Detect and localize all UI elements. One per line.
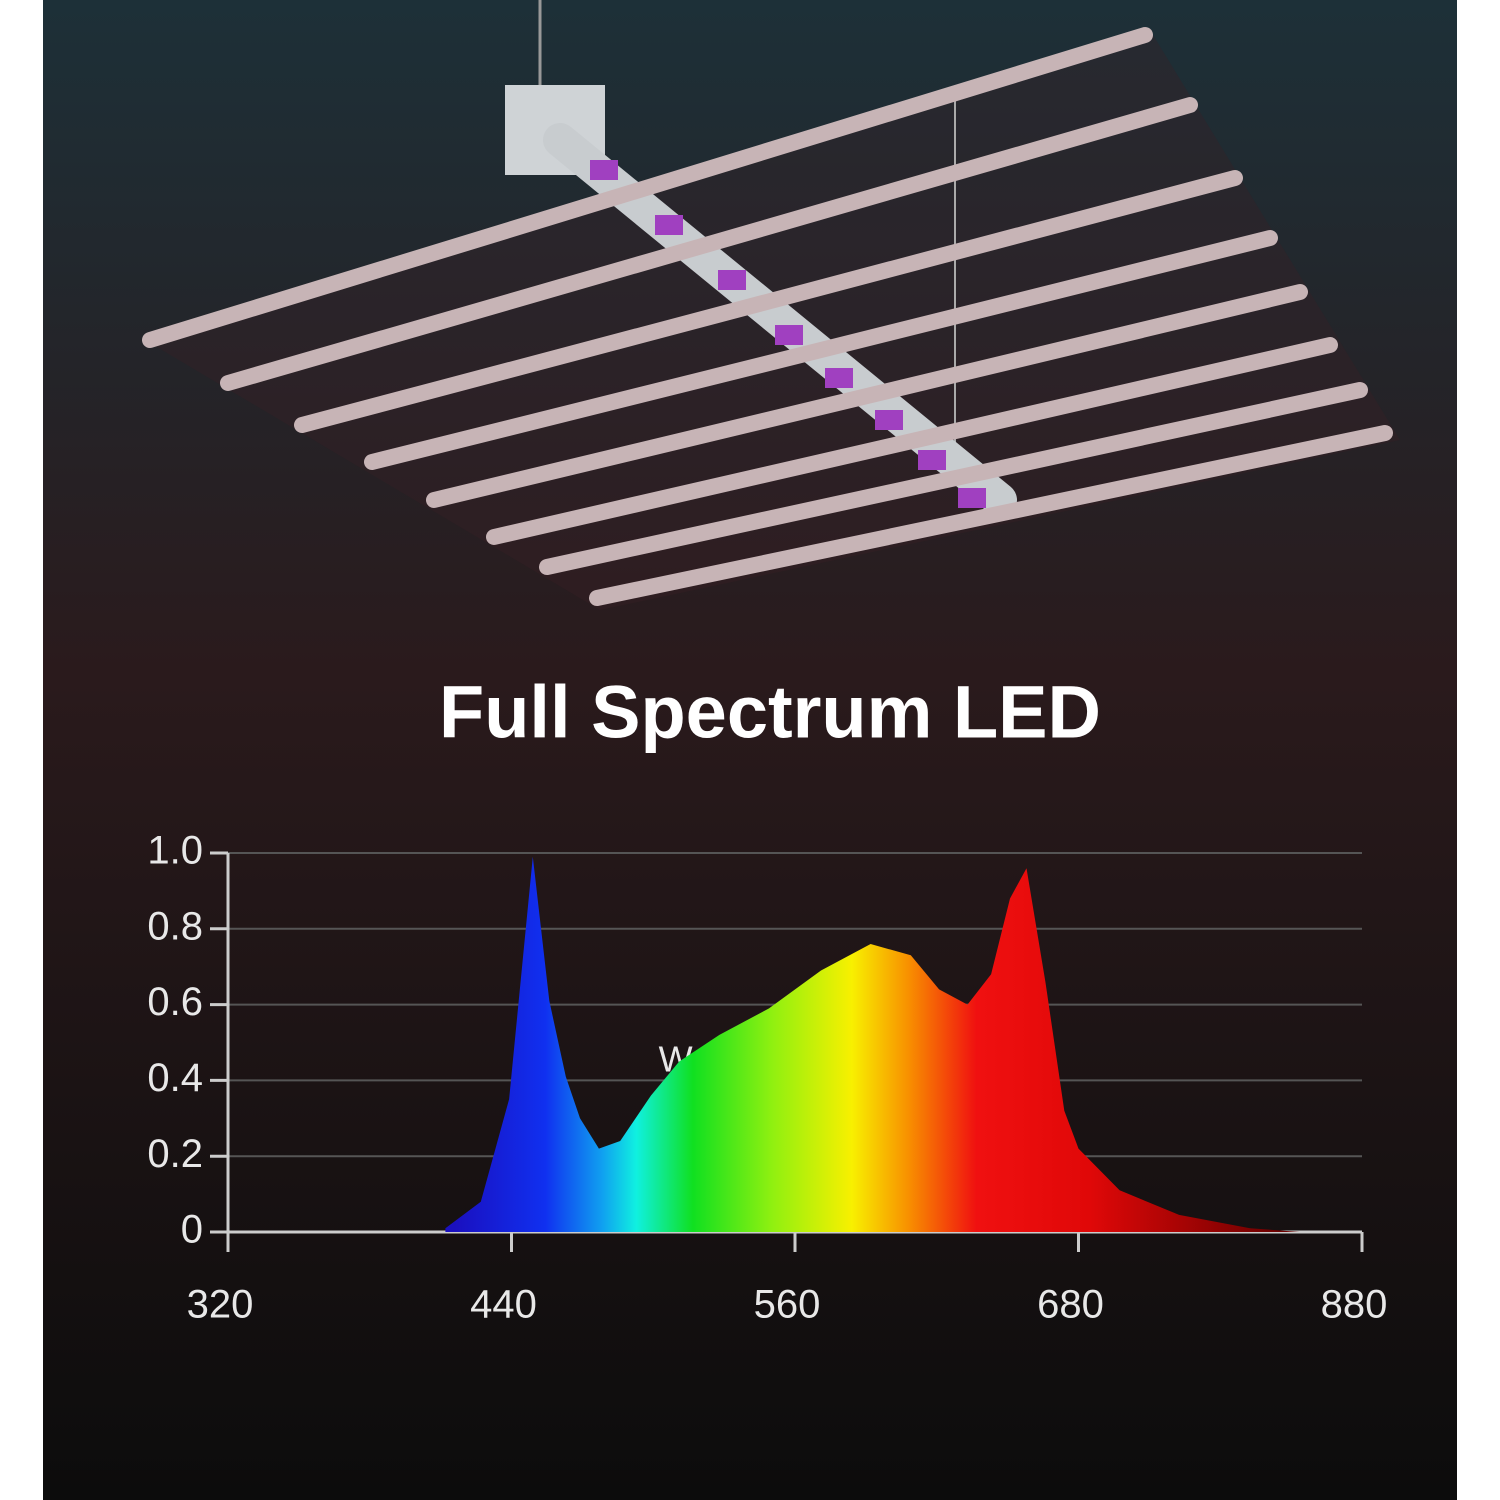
x-tick-label: 320	[187, 1283, 254, 1327]
x-tick-label: 560	[754, 1283, 821, 1327]
spectrum-area	[445, 856, 1300, 1232]
chart-title: Full Spectrum LED	[439, 671, 1101, 754]
plot: 0 0.2 0.4 0.6 0.8 1.0 320 440 560 680 880	[147, 829, 1387, 1327]
x-tick-label: 440	[470, 1283, 537, 1327]
grow-light	[142, 0, 1393, 606]
y-tick-label: 0.8	[147, 904, 203, 948]
y-tick-label: 0	[181, 1208, 203, 1252]
y-tick-label: 1.0	[147, 829, 203, 873]
bars	[142, 27, 1393, 606]
drivers	[590, 160, 986, 508]
y-tick-label: 0.4	[147, 1056, 203, 1100]
x-tick-label: 880	[1321, 1283, 1388, 1327]
x-tick-label: 680	[1037, 1283, 1104, 1327]
y-tick-label: 0.6	[147, 980, 203, 1024]
y-tick-label: 0.2	[147, 1132, 203, 1176]
